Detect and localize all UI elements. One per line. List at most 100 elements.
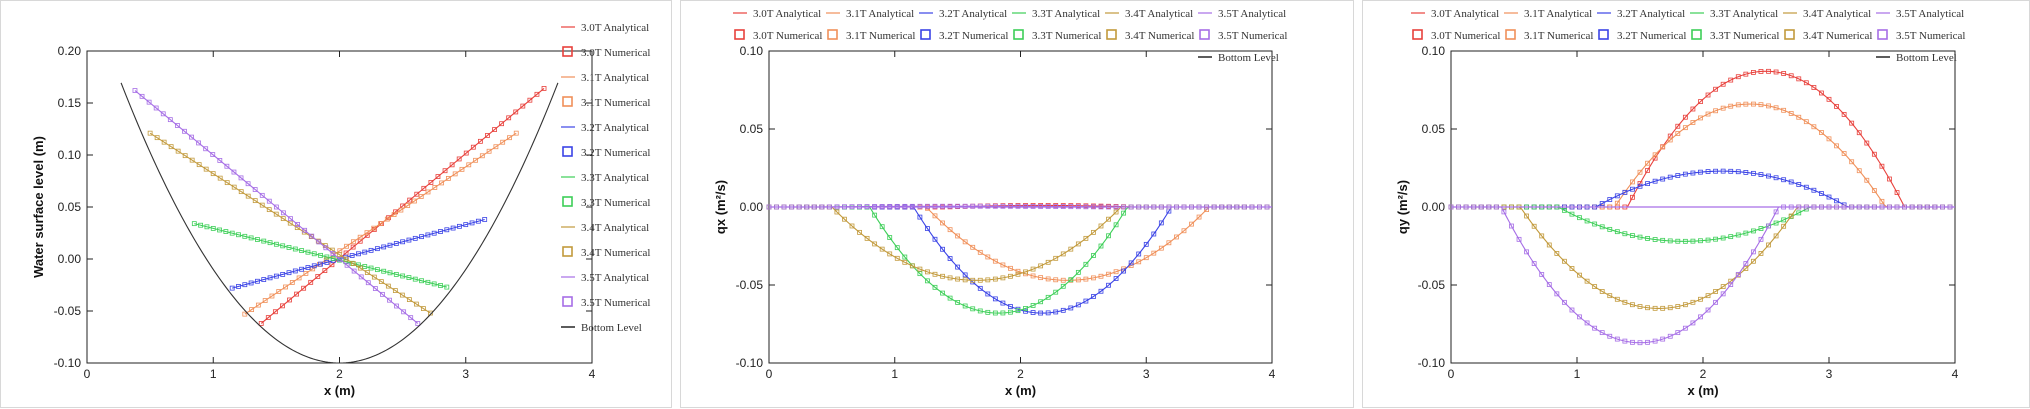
numerical-point — [198, 222, 204, 228]
numerical-point — [1630, 179, 1635, 185]
numerical-point — [917, 271, 923, 277]
legend-marker-swatch — [1412, 29, 1423, 40]
numerical-point — [1531, 261, 1537, 266]
numerical-point — [1561, 258, 1567, 264]
numerical-point — [1811, 187, 1817, 193]
numerical-point — [1766, 68, 1771, 74]
numerical-point — [486, 148, 492, 154]
legend-marker-swatch — [1106, 29, 1117, 40]
numerical-point — [1113, 269, 1119, 275]
numerical-point — [398, 207, 404, 213]
numerical-point — [932, 271, 938, 277]
legend-entry-label: 3.5T Numerical — [581, 297, 650, 309]
numerical-point — [1128, 260, 1134, 266]
numerical-point — [1008, 273, 1013, 279]
numerical-point — [1599, 289, 1605, 294]
numerical-point — [1705, 293, 1711, 299]
numerical-point — [872, 241, 878, 247]
numerical-point — [955, 203, 961, 209]
numerical-point — [381, 244, 387, 250]
numerical-point — [970, 306, 976, 312]
numerical-point — [1136, 259, 1142, 265]
numerical-point — [362, 264, 368, 269]
numerical-point — [1652, 237, 1658, 242]
numerical-point — [1045, 294, 1051, 300]
numerical-point — [280, 303, 285, 309]
numerical-point — [224, 163, 230, 169]
numerical-point — [1083, 298, 1089, 304]
numerical-point — [1803, 80, 1809, 86]
numerical-point — [412, 235, 418, 241]
numerical-point — [337, 257, 343, 262]
y-tick-label: 0.05 — [1422, 122, 1446, 136]
numerical-point — [1758, 172, 1764, 177]
numerical-point — [977, 203, 983, 209]
numerical-point — [470, 144, 476, 150]
numerical-point — [182, 128, 187, 134]
x-tick-label: 1 — [891, 367, 898, 381]
numerical-point — [1524, 213, 1530, 219]
legend-entry-label: 3.5T Analytical — [581, 272, 649, 284]
numerical-point — [425, 189, 431, 195]
analytical-line-3.1T — [1451, 103, 1955, 208]
numerical-point — [189, 157, 195, 163]
numerical-point — [1151, 250, 1157, 256]
numerical-point — [261, 238, 267, 244]
numerical-point — [1766, 223, 1771, 229]
numerical-point — [153, 105, 159, 111]
numerical-point — [1038, 275, 1044, 281]
numerical-point — [1682, 325, 1688, 331]
numerical-point — [273, 241, 279, 247]
numerical-point — [1113, 222, 1119, 228]
numerical-point — [932, 284, 938, 290]
numerical-point — [1675, 131, 1681, 136]
numerical-point — [452, 171, 458, 177]
numerical-point — [449, 162, 455, 168]
numerical-point — [1561, 299, 1567, 305]
y-tick-label: 0.15 — [58, 96, 82, 110]
numerical-point — [1720, 235, 1726, 241]
numerical-point — [1796, 114, 1802, 120]
water-surface-chart: 0 1 2 3 4 -0.10 -0.05 0.00 0.05 0.10 0.15 0.20 x (m)… — [31, 22, 650, 398]
numerical-point — [1856, 168, 1862, 174]
numerical-point — [249, 307, 254, 312]
numerical-point — [1743, 261, 1749, 266]
legend-marker-swatch — [1784, 29, 1795, 40]
numerical-point — [1091, 275, 1096, 281]
numerical-point — [1690, 299, 1696, 305]
numerical-point — [272, 309, 278, 315]
numerical-point — [381, 268, 387, 274]
legend-entry-label: 3.2T Numerical — [581, 147, 650, 159]
numerical-point — [364, 230, 370, 236]
numerical-point — [309, 233, 315, 239]
numerical-point — [1773, 220, 1779, 226]
numerical-point — [1652, 305, 1658, 311]
numerical-point — [435, 174, 441, 179]
numerical-point — [1622, 231, 1628, 237]
numerical-point — [477, 138, 483, 144]
numerical-point — [302, 227, 308, 233]
numerical-point — [947, 295, 953, 301]
numerical-point — [506, 115, 512, 121]
numerical-point — [350, 244, 356, 250]
numerical-point — [418, 194, 424, 199]
numerical-point — [985, 254, 991, 260]
numerical-point — [1637, 340, 1643, 346]
numerical-point — [231, 184, 237, 190]
numerical-point — [992, 258, 998, 264]
numerical-point — [992, 296, 998, 302]
numerical-point — [887, 235, 893, 240]
numerical-point — [364, 270, 370, 275]
numerical-point — [1023, 308, 1028, 314]
numerical-point — [1705, 237, 1711, 243]
legend-entry-label: 3.5T Analytical — [1896, 8, 1964, 20]
numerical-point — [273, 204, 279, 210]
numerical-point — [1106, 271, 1111, 277]
numerical-point — [1652, 152, 1658, 158]
numerical-point — [408, 315, 414, 321]
numerical-point — [280, 216, 286, 222]
numerical-point — [1758, 69, 1764, 74]
numerical-point — [1796, 76, 1802, 82]
numerical-point — [1713, 299, 1719, 305]
numerical-point — [295, 222, 300, 227]
